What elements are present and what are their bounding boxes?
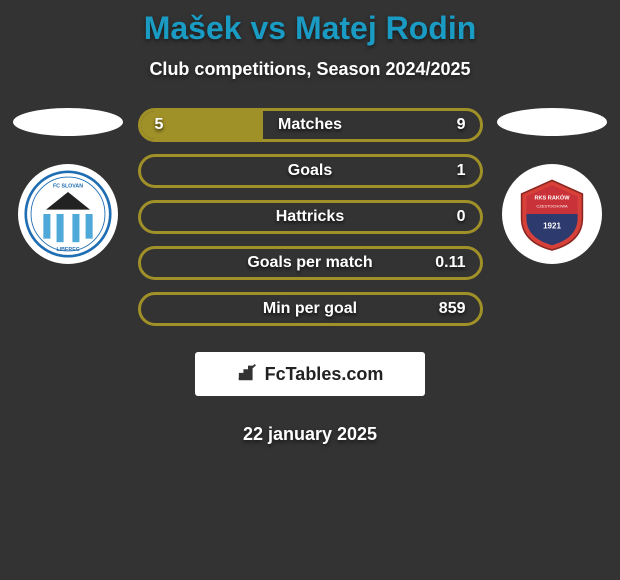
page-title: Mašek vs Matej Rodin [0,0,620,47]
stat-row: Goals 1 [138,154,483,188]
stat-label: Hattricks [276,208,344,226]
left-club-badge: FC SLOVAN LIBEREC [18,164,118,264]
stat-label: Matches [278,116,342,134]
stat-right-value: 9 [457,116,466,134]
slovan-liberec-badge-icon: FC SLOVAN LIBEREC [24,170,112,258]
stat-row: Min per goal 859 [138,292,483,326]
stat-label: Goals per match [247,254,372,272]
right-player-marker [497,108,607,136]
chart-icon [237,361,259,388]
stat-label: Min per goal [263,300,357,318]
stat-right-value: 0.11 [435,254,465,272]
svg-text:LIBEREC: LIBEREC [56,247,79,253]
subtitle: Club competitions, Season 2024/2025 [0,59,620,80]
stat-right-value: 1 [457,162,466,180]
stat-right-value: 859 [439,300,466,318]
svg-text:1921: 1921 [543,221,561,230]
date-text: 22 january 2025 [243,424,377,445]
right-player-column: RKS RAKÓW CZESTOCHOWA 1921 [492,108,612,264]
stat-row: Hattricks 0 [138,200,483,234]
comparison-container: FC SLOVAN LIBEREC 5 Matches 9 Goals 1 Hattric… [0,108,620,445]
stat-label: Goals [288,162,332,180]
left-player-marker [13,108,123,136]
stat-left-value: 5 [155,116,164,134]
svg-text:CZESTOCHOWA: CZESTOCHOWA [536,204,568,209]
stat-row: 5 Matches 9 [138,108,483,142]
stats-column: 5 Matches 9 Goals 1 Hattricks 0 Goals per match… [128,108,492,445]
rakow-badge-icon: RKS RAKÓW CZESTOCHOWA 1921 [512,174,592,254]
stat-right-value: 0 [457,208,466,226]
brand-text: FcTables.com [265,364,384,385]
svg-text:FC SLOVAN: FC SLOVAN [53,184,83,190]
right-club-badge: RKS RAKÓW CZESTOCHOWA 1921 [502,164,602,264]
brand-box: FcTables.com [195,352,425,396]
left-player-column: FC SLOVAN LIBEREC [8,108,128,264]
stat-row: Goals per match 0.11 [138,246,483,280]
